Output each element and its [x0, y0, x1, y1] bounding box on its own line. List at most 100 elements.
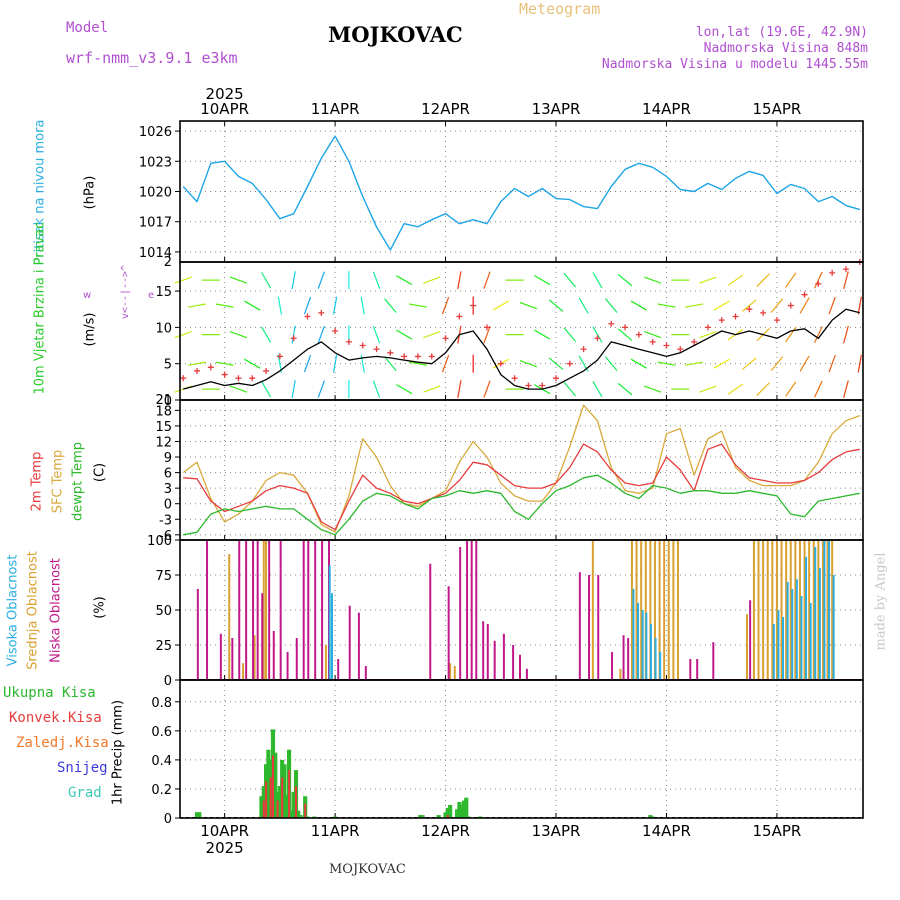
wind-direction-arrow: [605, 298, 618, 313]
wind-direction-arrow: [303, 296, 312, 315]
wind-direction-arrow: [657, 303, 676, 308]
wind-direction-arrow: [756, 273, 770, 287]
wind-direction-arrow: [605, 356, 618, 371]
conv-precip-bar: [276, 800, 279, 818]
gust-marker: [829, 269, 836, 276]
wind-direction-arrow: [332, 296, 338, 315]
year-label-top: 2025: [206, 85, 244, 103]
wind-direction-arrow: [291, 271, 296, 290]
gust-marker: [704, 324, 711, 331]
gust-marker: [207, 364, 214, 371]
wind-direction-arrow: [685, 361, 704, 366]
total-precip-bar: [291, 791, 296, 818]
gust-marker: [746, 306, 753, 313]
conv-precip-bar: [271, 755, 275, 818]
gust-marker: [580, 346, 587, 353]
total-precip-bar: [454, 809, 460, 818]
wind-direction-arrow: [699, 330, 717, 339]
y-tick-label: 0.2: [151, 783, 172, 798]
conv-precip-bar: [265, 781, 268, 818]
wind-direction-arrow: [188, 361, 206, 366]
wind-direction-arrow: [384, 298, 397, 313]
day-label-bottom: 14APR: [642, 822, 691, 840]
y-tick-label: 0: [164, 498, 172, 513]
y-tick-label-top: 21: [155, 393, 172, 408]
compass-west: w: [83, 290, 91, 301]
day-label-bottom: 10APR: [200, 822, 249, 840]
conv-precip-bar: [446, 815, 449, 818]
wind-direction-arrow: [277, 296, 283, 315]
y-tick-label: 5: [164, 358, 172, 373]
day-label-top: 13APR: [532, 100, 581, 118]
gust-marker: [470, 302, 477, 309]
total-precip-bar: [298, 815, 303, 818]
total-precip-bar: [461, 800, 467, 818]
gust-marker: [180, 375, 187, 382]
conv-precip-bar: [262, 800, 265, 818]
gust-marker: [553, 375, 560, 382]
y-tick-label: 12: [155, 435, 172, 450]
wind-direction-arrow: [372, 380, 381, 398]
gust-marker: [414, 353, 421, 360]
gust-marker: [359, 342, 366, 349]
meteogram-label: Meteogram: [519, 0, 601, 18]
wind-direction-arrow: [799, 355, 810, 372]
y-tick-label: 0.6: [151, 725, 172, 740]
total-precip-bar: [284, 794, 289, 818]
day-label-top: 10APR: [200, 100, 249, 118]
y-tick-label: 100: [147, 534, 172, 549]
gust-marker: [263, 367, 270, 374]
wind-direction-arrow: [699, 385, 717, 393]
total-precip-bar: [464, 797, 469, 818]
y-tick-label: 15: [155, 420, 172, 435]
conv-precip-bar: [294, 786, 298, 818]
wind-direction-arrow: [396, 329, 413, 340]
total-precip-bar: [648, 815, 653, 818]
total-precip-bar: [418, 815, 423, 818]
day-label-bottom: 12APR: [421, 822, 470, 840]
day-label-top: 15APR: [753, 100, 802, 118]
conv-precip-bar: [281, 777, 284, 818]
total-precip-bar: [445, 807, 450, 818]
wind-direction-arrow: [441, 296, 450, 315]
total-precip-bar: [289, 810, 294, 818]
wind-direction-arrow: [727, 274, 744, 286]
pressure-line: [182, 135, 860, 251]
model-elevation-label: Nadmorska Visina u modelu 1445.55m: [601, 57, 868, 72]
wind-direction-arrow: [384, 356, 397, 371]
coords-label: lon,lat (19.6E, 42.9N): [695, 25, 868, 40]
gust-marker: [842, 266, 849, 273]
y-tick-label: 25: [155, 639, 172, 654]
gust-marker: [760, 309, 767, 316]
wind-direction-arrow: [215, 361, 234, 366]
y-tick-label: 1017: [139, 216, 172, 231]
wind-direction-arrow: [563, 381, 577, 397]
gust-marker: [387, 349, 394, 356]
day-label-bottom: 11APR: [311, 822, 360, 840]
wind-direction-arrow: [685, 303, 704, 308]
wind-direction-arrow: [828, 355, 836, 373]
y-tick-label: 18: [155, 404, 172, 419]
y-tick-label: -6: [159, 529, 172, 544]
wind-direction-arrow: [592, 326, 603, 343]
wind-direction-arrow: [617, 328, 633, 341]
wind-direction-arrow: [303, 355, 312, 373]
gust-marker: [373, 346, 380, 353]
wind-direction-arrow: [423, 385, 441, 393]
legend-conv-rain: Konvek.Kisa: [9, 710, 102, 726]
gust-marker: [221, 371, 228, 378]
gust-marker: [194, 367, 201, 374]
wind-direction-arrow: [699, 276, 717, 284]
wind-direction-arrow: [617, 273, 633, 287]
gust-marker: [318, 309, 325, 316]
gust-marker: [801, 291, 808, 298]
wind-direction-arrow: [396, 275, 413, 286]
model-name: wrf-nmm_v3.9.1 e3km: [66, 49, 238, 67]
gust-marker: [649, 338, 656, 345]
gust-marker: [539, 382, 546, 389]
wind-direction-arrow: [785, 381, 797, 397]
wind-direction-arrow: [244, 300, 261, 311]
gust-marker: [249, 375, 256, 382]
gust-marker: [622, 324, 629, 331]
total-precip-bar: [197, 812, 202, 818]
